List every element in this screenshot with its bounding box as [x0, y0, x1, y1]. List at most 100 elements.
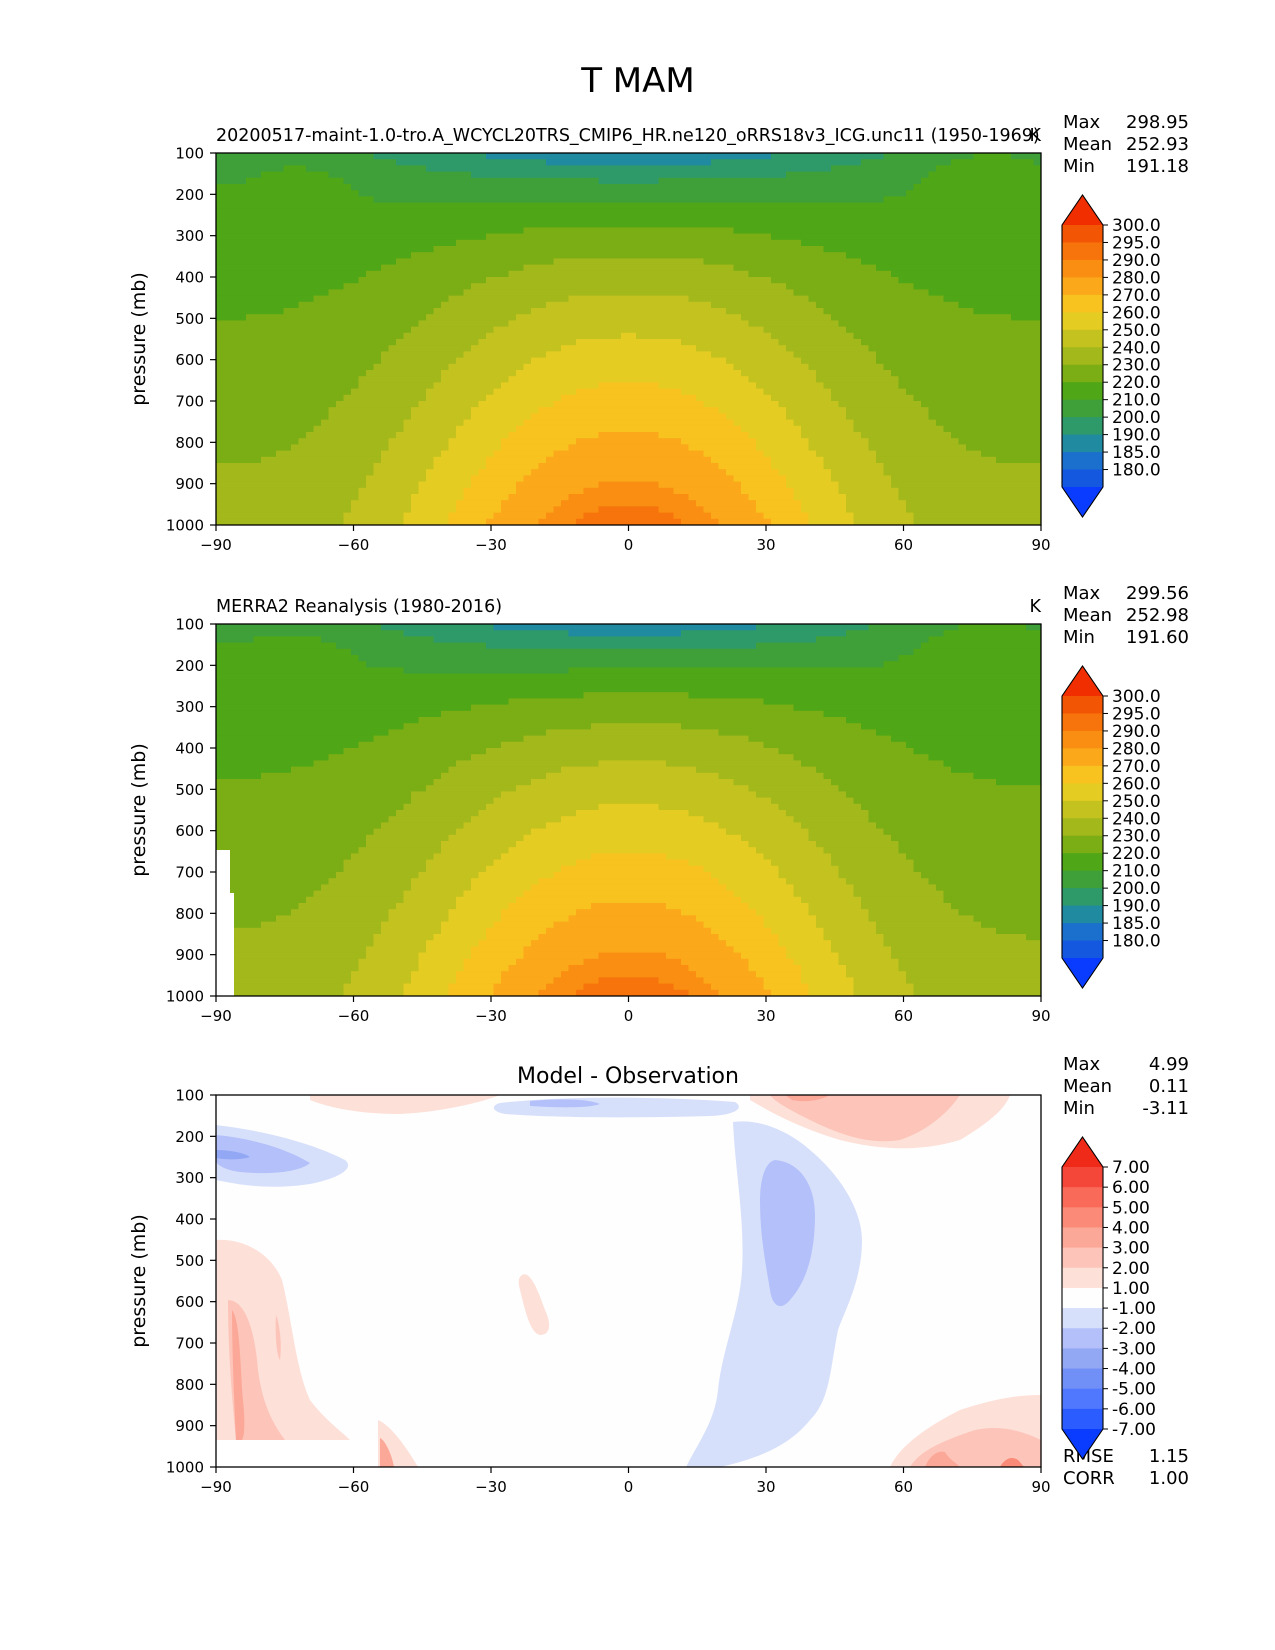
contour-cell [898, 295, 907, 303]
contour-cell [748, 425, 757, 433]
contour-cell [973, 233, 982, 241]
contour-cell [681, 177, 690, 185]
contour-cell [1026, 413, 1035, 421]
contour-cell [1011, 413, 1020, 421]
contour-cell [373, 221, 382, 228]
contour-cell [486, 165, 495, 173]
contour-cell [471, 382, 480, 390]
contour-cell [366, 208, 375, 216]
contour-cell [336, 363, 345, 371]
contour-cell [921, 339, 930, 346]
contour-cell [261, 184, 270, 191]
contour-cell [291, 208, 300, 216]
contour-cell [928, 252, 937, 259]
contour-cell [321, 258, 330, 266]
contour-cell [388, 208, 397, 216]
contour-cell [283, 165, 292, 173]
contour-cell [216, 289, 225, 297]
contour-cell [651, 153, 660, 160]
contour-cell [291, 202, 300, 210]
contour-cell [778, 351, 787, 359]
contour-cell [876, 394, 885, 402]
contour-cell [921, 270, 930, 278]
contour-cell [298, 394, 307, 402]
contour-cell [276, 196, 285, 204]
contour-cell [231, 394, 240, 402]
contour-cell [328, 326, 337, 334]
contour-cell [651, 277, 660, 284]
contour-cell [801, 215, 810, 222]
contour-cell [493, 376, 502, 383]
contour-cell [628, 326, 637, 334]
contour-cell [861, 221, 870, 228]
contour-cell [306, 215, 315, 222]
contour-cell [246, 215, 255, 222]
contour-cell [928, 363, 937, 371]
contour-cell [501, 239, 510, 247]
contour-cell [268, 363, 277, 371]
contour-cell [508, 215, 517, 222]
contour-cell [1018, 413, 1027, 421]
contour-cell [568, 308, 577, 315]
contour-cell [478, 239, 487, 247]
contour-cell [598, 289, 607, 297]
contour-cell [966, 370, 975, 377]
contour-cell [801, 202, 810, 210]
contour-cell [336, 277, 345, 284]
contour-cell [493, 190, 502, 197]
contour-cell [456, 295, 465, 303]
contour-cell [651, 382, 660, 390]
contour-cell [516, 339, 525, 346]
contour-cell [291, 332, 300, 340]
contour-cell [853, 221, 862, 228]
contour-cell [726, 314, 735, 321]
contour-cell [426, 308, 435, 315]
contour-cell [568, 413, 577, 421]
contour-cell [891, 382, 900, 390]
contour-cell [726, 184, 735, 191]
contour-cell [636, 301, 645, 309]
contour-cell [696, 419, 705, 427]
contour-cell [921, 177, 930, 185]
contour-cell [411, 394, 420, 402]
contour-cell [403, 357, 412, 365]
contour-cell [238, 388, 247, 396]
contour-cell [366, 165, 375, 173]
contour-cell [418, 308, 427, 315]
contour-cell [403, 270, 412, 278]
contour-cell [673, 277, 682, 284]
contour-cell [328, 332, 337, 340]
contour-cell [778, 370, 787, 377]
contour-cell [628, 258, 637, 266]
contour-cell [936, 270, 945, 278]
contour-cell [621, 165, 630, 173]
contour-cell [913, 339, 922, 346]
contour-cell [471, 159, 480, 166]
contour-cell [471, 227, 480, 235]
contour-cell [861, 401, 870, 408]
contour-cell [973, 419, 982, 427]
contour-cell [426, 326, 435, 334]
contour-cell [223, 289, 232, 297]
contour-cell [936, 184, 945, 191]
contour-cell [801, 246, 810, 253]
contour-cell [973, 339, 982, 346]
contour-cell [996, 258, 1005, 266]
contour-cell [366, 221, 375, 228]
contour-cell [703, 283, 712, 290]
contour-cell [628, 308, 637, 315]
contour-cell [516, 184, 525, 191]
contour-cell [988, 159, 997, 166]
contour-cell [253, 215, 262, 222]
contour-cell [1003, 208, 1012, 216]
contour-cell [238, 376, 247, 383]
contour-cell [598, 177, 607, 185]
contour-cell [388, 345, 397, 352]
contour-cell [471, 252, 480, 259]
contour-cell [568, 314, 577, 321]
contour-cell [531, 332, 540, 340]
contour-cell [231, 345, 240, 352]
contour-cell [576, 388, 585, 396]
contour-cell [718, 401, 727, 408]
contour-cell [523, 227, 532, 235]
